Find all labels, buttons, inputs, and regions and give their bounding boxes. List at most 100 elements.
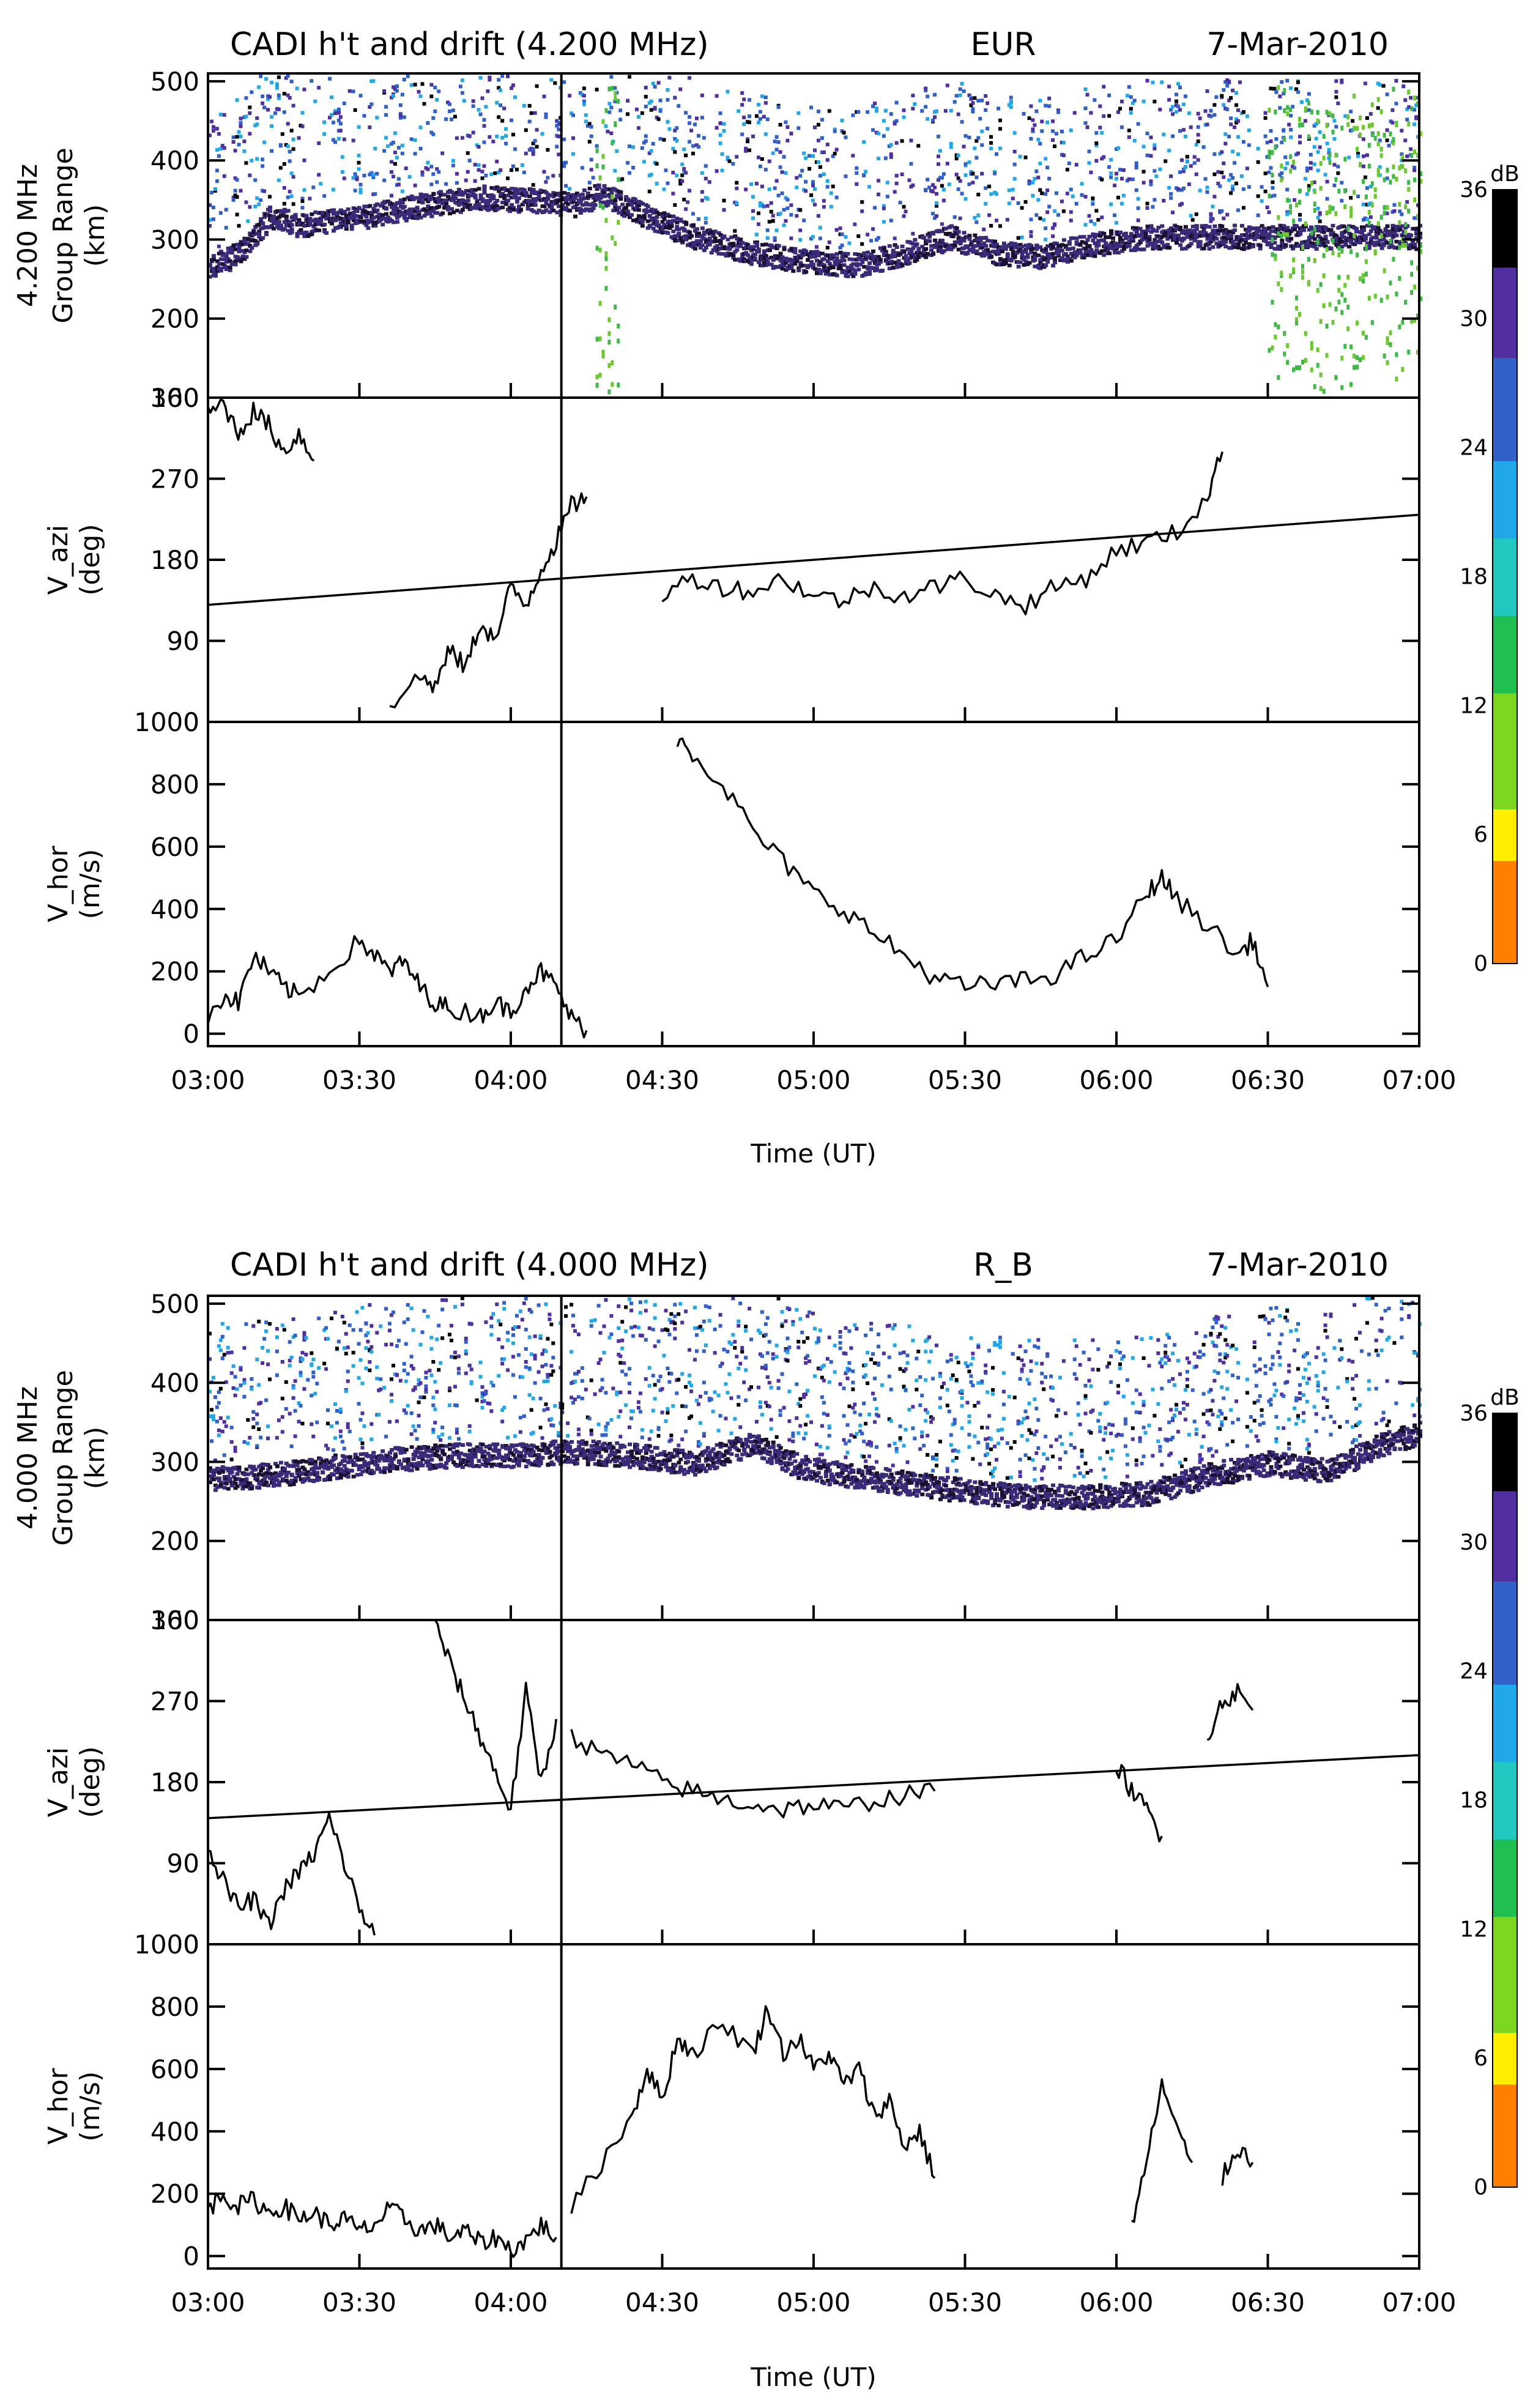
echo-pixel [244, 114, 248, 119]
echo-pixel [511, 207, 516, 212]
echo-pixel [1283, 155, 1288, 159]
echo-pixel [1318, 145, 1322, 149]
echo-pixel [758, 165, 762, 169]
echo-pixel [293, 213, 298, 217]
echo-pixel [555, 124, 559, 128]
echo-pixel [1328, 160, 1332, 165]
echo-pixel [1400, 128, 1404, 133]
echo-pixel [920, 245, 925, 249]
echo-pixel [1040, 255, 1045, 259]
echo-pixel [413, 152, 417, 156]
echo-pixel [1359, 115, 1362, 121]
echo-pixel [709, 229, 714, 234]
echo-pixel [1334, 234, 1339, 238]
echo-pixel [1372, 225, 1377, 229]
colorbar-segment [1493, 357, 1517, 371]
echo-pixel [1293, 228, 1297, 232]
echo-pixel [733, 258, 738, 262]
echo-pixel [417, 213, 421, 217]
echo-pixel [1419, 296, 1422, 302]
echo-pixel [753, 252, 757, 256]
echo-pixel [1038, 216, 1042, 220]
echo-pixel [218, 257, 223, 261]
echo-pixel [551, 209, 556, 213]
echo-pixel [351, 89, 355, 94]
echo-pixel [1044, 103, 1048, 108]
echo-pixel [962, 239, 967, 243]
echo-pixel [1229, 96, 1233, 100]
echo-pixel [1359, 236, 1364, 240]
echo-pixel [535, 210, 540, 215]
echo-pixel [851, 274, 856, 278]
echo-pixel [1118, 236, 1123, 240]
echo-pixel [680, 173, 685, 177]
echo-pixel [673, 128, 677, 133]
echo-pixel [1136, 122, 1140, 126]
echo-pixel [1307, 108, 1311, 112]
echo-pixel [1287, 231, 1292, 236]
echo-pixel [371, 215, 376, 220]
echo-pixel [433, 86, 437, 90]
echo-pixel [1323, 234, 1328, 239]
echo-pixel [444, 201, 449, 205]
echo-pixel [620, 203, 625, 207]
echo-pixel [1189, 237, 1193, 241]
echo-pixel [566, 202, 571, 206]
echo-pixel [527, 103, 532, 108]
echo-pixel [1130, 239, 1135, 243]
echo-pixel [1379, 246, 1384, 250]
echo-pixel [677, 104, 681, 108]
echo-pixel [1045, 188, 1050, 193]
echo-pixel [1178, 228, 1182, 232]
echo-pixel [1260, 224, 1264, 228]
echo-pixel [302, 87, 306, 92]
echo-pixel [218, 1483, 223, 1487]
echo-pixel [935, 204, 938, 208]
echo-pixel [377, 212, 382, 217]
echo-pixel [811, 262, 816, 267]
echo-pixel [840, 243, 844, 248]
echo-pixel [811, 154, 815, 158]
echo-pixel [924, 86, 928, 91]
echo-pixel [514, 168, 519, 172]
echo-pixel [402, 204, 407, 209]
echo-pixel [598, 247, 602, 253]
echo-pixel [442, 193, 447, 197]
echo-pixel [1269, 128, 1273, 133]
echo-pixel [938, 248, 943, 252]
echo-pixel [1289, 107, 1293, 113]
echo-pixel [742, 122, 746, 126]
echo-pixel [522, 103, 526, 108]
echo-pixel [898, 251, 903, 256]
echo-pixel [353, 172, 357, 176]
echo-pixel [1398, 165, 1401, 171]
echo-pixel [456, 188, 461, 192]
echo-pixel [618, 108, 623, 113]
echo-pixel [1069, 210, 1073, 214]
echo-pixel [911, 183, 915, 187]
colorbar-segment [1493, 190, 1517, 204]
echo-pixel [264, 77, 269, 81]
echo-pixel [1392, 209, 1397, 213]
echo-pixel [466, 205, 470, 209]
echo-pixel [450, 207, 455, 211]
echo-pixel [1367, 220, 1371, 226]
echo-pixel [489, 172, 494, 176]
echo-pixel [1278, 247, 1283, 251]
echo-pixel [689, 234, 694, 238]
echo-pixel [604, 124, 608, 128]
echo-pixel [1392, 140, 1395, 146]
echo-pixel [825, 158, 830, 162]
echo-pixel [809, 260, 814, 264]
echo-pixel [1149, 182, 1153, 187]
echo-pixel [582, 102, 586, 106]
echo-pixel [1218, 184, 1222, 188]
echo-pixel [1400, 158, 1404, 163]
echo-pixel [1349, 206, 1353, 211]
echo-pixel [233, 1482, 238, 1486]
echo-pixel [763, 95, 768, 100]
echo-pixel [269, 124, 273, 128]
echo-pixel [329, 113, 333, 117]
echo-pixel [460, 78, 464, 83]
echo-pixel [589, 158, 593, 162]
